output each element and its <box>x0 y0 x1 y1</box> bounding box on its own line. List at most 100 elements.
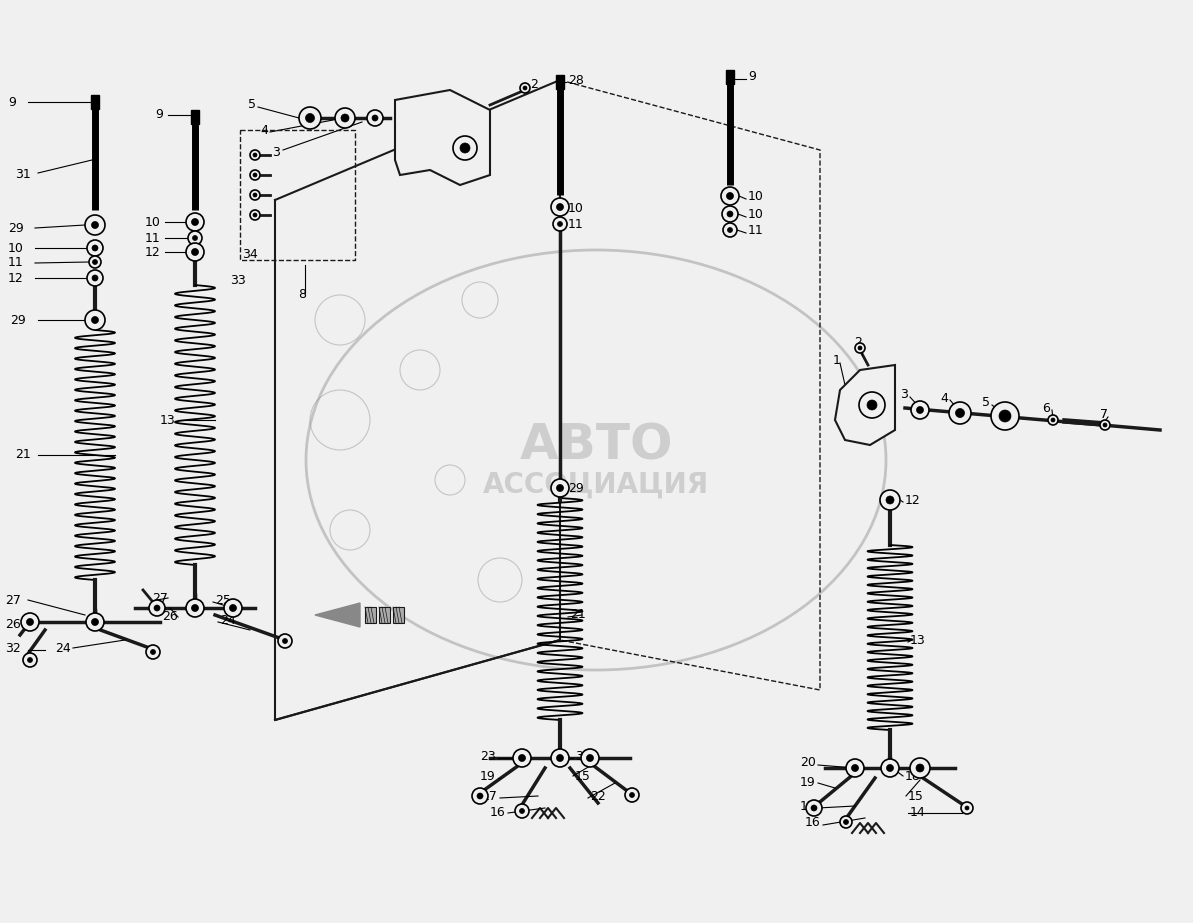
Circle shape <box>23 653 37 667</box>
Circle shape <box>186 213 204 231</box>
Text: 14: 14 <box>910 807 926 820</box>
Text: 17: 17 <box>482 789 497 802</box>
Circle shape <box>251 190 260 200</box>
Circle shape <box>92 245 98 251</box>
Text: 8: 8 <box>298 289 305 302</box>
Circle shape <box>92 222 99 229</box>
Bar <box>379 607 390 623</box>
Circle shape <box>253 193 256 197</box>
Circle shape <box>880 759 900 777</box>
Text: 19: 19 <box>801 776 816 789</box>
Text: 18: 18 <box>905 770 921 783</box>
Circle shape <box>92 275 98 281</box>
Circle shape <box>299 107 321 129</box>
Text: 3: 3 <box>900 389 908 402</box>
Circle shape <box>886 764 894 772</box>
Circle shape <box>1104 423 1107 427</box>
Circle shape <box>192 605 198 612</box>
Text: 22: 22 <box>591 789 606 802</box>
Circle shape <box>335 108 356 128</box>
Text: 10: 10 <box>748 190 764 203</box>
Text: АССОЦИАЦИЯ: АССОЦИАЦИЯ <box>483 471 709 499</box>
Text: 9: 9 <box>748 70 756 83</box>
Text: 2: 2 <box>854 337 861 350</box>
Bar <box>392 607 404 623</box>
Circle shape <box>886 496 894 504</box>
Circle shape <box>472 788 488 804</box>
Circle shape <box>251 150 260 160</box>
Circle shape <box>965 806 969 810</box>
Circle shape <box>846 759 864 777</box>
Text: 15: 15 <box>575 770 591 783</box>
Text: 6: 6 <box>1041 402 1050 414</box>
Text: 16: 16 <box>805 817 821 830</box>
Text: 11: 11 <box>146 232 161 245</box>
Circle shape <box>556 485 563 492</box>
Circle shape <box>253 153 256 157</box>
Text: 3: 3 <box>272 146 280 159</box>
Circle shape <box>556 203 563 210</box>
Circle shape <box>477 793 483 799</box>
Text: 12: 12 <box>146 246 161 258</box>
Polygon shape <box>835 365 895 445</box>
Text: 29: 29 <box>8 222 24 234</box>
Bar <box>91 95 99 109</box>
Text: 4: 4 <box>940 391 948 404</box>
Circle shape <box>27 657 32 663</box>
Text: 28: 28 <box>568 74 583 87</box>
Text: 29: 29 <box>568 482 583 495</box>
Text: АВТО: АВТО <box>519 421 673 469</box>
Text: 21: 21 <box>570 608 586 621</box>
Text: 12: 12 <box>905 494 921 507</box>
Circle shape <box>551 198 569 216</box>
Circle shape <box>630 793 635 797</box>
Circle shape <box>154 605 160 611</box>
Circle shape <box>92 618 99 626</box>
Circle shape <box>87 240 103 256</box>
Text: 11: 11 <box>748 224 764 237</box>
Circle shape <box>880 490 900 510</box>
Text: 34: 34 <box>242 248 258 261</box>
Circle shape <box>278 634 292 648</box>
Circle shape <box>556 754 563 761</box>
Bar <box>191 110 199 124</box>
Circle shape <box>806 800 822 816</box>
Text: 2: 2 <box>530 78 538 91</box>
Circle shape <box>625 788 639 802</box>
Text: 24: 24 <box>220 614 236 627</box>
Text: 17: 17 <box>801 799 816 812</box>
Text: 12: 12 <box>8 271 24 284</box>
Circle shape <box>192 248 198 256</box>
Bar <box>727 70 734 84</box>
Circle shape <box>723 223 737 237</box>
Circle shape <box>991 402 1019 430</box>
Text: 32: 32 <box>5 641 20 654</box>
Text: 21: 21 <box>16 449 31 462</box>
Text: 16: 16 <box>490 807 506 820</box>
Circle shape <box>948 402 971 424</box>
Circle shape <box>21 613 39 631</box>
Circle shape <box>515 804 528 818</box>
Circle shape <box>858 346 863 350</box>
Text: 13: 13 <box>910 633 926 646</box>
Circle shape <box>251 210 260 220</box>
Circle shape <box>186 243 204 261</box>
Circle shape <box>229 605 236 612</box>
Circle shape <box>188 231 202 245</box>
Text: 26: 26 <box>162 610 178 624</box>
Text: 15: 15 <box>908 789 923 802</box>
Circle shape <box>146 645 160 659</box>
Bar <box>365 607 376 623</box>
Bar <box>240 130 356 260</box>
Circle shape <box>192 235 198 241</box>
Text: 20: 20 <box>801 757 816 770</box>
Circle shape <box>460 143 470 153</box>
Text: 9: 9 <box>8 95 16 109</box>
Circle shape <box>956 409 964 417</box>
Circle shape <box>26 618 33 626</box>
Text: 25: 25 <box>215 593 231 606</box>
Circle shape <box>916 406 923 414</box>
Circle shape <box>1047 415 1058 425</box>
Circle shape <box>519 809 525 813</box>
Circle shape <box>910 758 931 778</box>
